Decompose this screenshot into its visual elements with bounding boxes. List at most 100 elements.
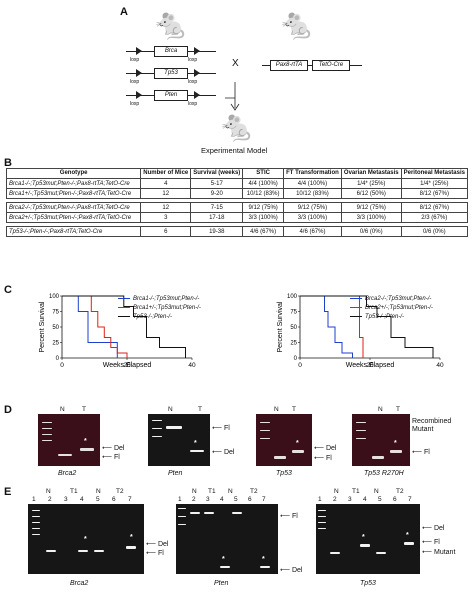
gel-title: Brca2 bbox=[70, 580, 89, 587]
panel-e-label: E bbox=[4, 486, 12, 498]
group-label: T1 bbox=[352, 488, 360, 495]
panel-d-label: D bbox=[4, 404, 12, 416]
gel-pten: * bbox=[148, 414, 210, 466]
gel-band bbox=[58, 454, 72, 456]
gel-band bbox=[274, 456, 286, 459]
ladder-band bbox=[152, 428, 162, 429]
group-label: N bbox=[192, 488, 197, 495]
gel-band bbox=[260, 566, 270, 568]
cell: 4/6 (67%) bbox=[282, 226, 342, 237]
cell: 3/3 (100%) bbox=[282, 212, 342, 223]
y-tick-label: 25 bbox=[290, 341, 297, 347]
gel-title: Brca2 bbox=[58, 470, 77, 477]
gel-band bbox=[372, 456, 384, 459]
gel-band bbox=[232, 512, 242, 514]
lane-label: N bbox=[60, 406, 65, 413]
cell: 1/4* (25%) bbox=[340, 178, 402, 189]
series-line-3 bbox=[300, 295, 434, 358]
loxp-label: loxp bbox=[130, 57, 140, 63]
cell: 4/4 (100%) bbox=[282, 178, 342, 189]
cell: 8/12 (67%) bbox=[400, 188, 469, 199]
cell-genotype: Tp53-/-;Pten-/-;Pax8-rtTA;TetO-Cre bbox=[5, 226, 142, 237]
series-line-1 bbox=[300, 295, 353, 358]
ladder-band bbox=[318, 522, 326, 523]
arrow-fl: ⟵ Fl bbox=[422, 539, 440, 546]
arrow-del: ⟵ Del bbox=[314, 445, 337, 452]
lane-number: 2 bbox=[48, 496, 52, 503]
lane-label: T bbox=[198, 406, 202, 413]
star-marker: * bbox=[84, 536, 87, 543]
arrow-label: Fl bbox=[113, 454, 120, 461]
cell: 1/4* (25%) bbox=[400, 178, 469, 189]
arrow-fl: ⟵ Fl bbox=[412, 449, 430, 456]
arrow-label: Recombined Mutant bbox=[412, 418, 452, 433]
ladder-band bbox=[178, 524, 186, 525]
legend-item: Tp53-/-;Pten-/- bbox=[118, 314, 238, 323]
group-label: N bbox=[334, 488, 339, 495]
ladder-band bbox=[260, 430, 270, 431]
legend-item: Brca1+/-;Tp53mut;Pten-/- bbox=[118, 305, 238, 314]
arrow-recombined-mutant: Recombined Mutant bbox=[412, 418, 472, 434]
gel-band bbox=[190, 512, 200, 514]
gel-brca2: * bbox=[38, 414, 100, 466]
legend-item: Brca2-/-;Tp53mut;Pten-/- bbox=[350, 296, 470, 305]
x-tick-label: 0 bbox=[60, 362, 64, 369]
ladder-band bbox=[178, 508, 186, 509]
cell: 3 bbox=[140, 212, 192, 223]
cell: 3/3 (100%) bbox=[340, 212, 402, 223]
survival-chart-left: 100 75 50 25 00 20 40 Weeks Elapsed Percent Surv… bbox=[39, 294, 196, 369]
x-tick-label: 40 bbox=[436, 362, 444, 369]
star-marker: * bbox=[406, 532, 409, 539]
arrow-del: ⟵ Del bbox=[102, 445, 125, 452]
x-axis-label: Weeks Elapsed bbox=[346, 362, 395, 369]
group-label: N bbox=[46, 488, 51, 495]
lane-number: 3 bbox=[206, 496, 210, 503]
series-line-3 bbox=[62, 295, 186, 358]
arrow-fl: ⟵ Fl bbox=[280, 513, 298, 520]
gel-band bbox=[166, 426, 182, 429]
cell: 19-38 bbox=[190, 226, 244, 237]
x-axis-label: Weeks Elapsed bbox=[103, 362, 152, 369]
table-row: Brca1-/-;Tp53mut;Pten-/-;Pax8-rtTA;TetO-… bbox=[5, 178, 469, 189]
ladder-band bbox=[32, 528, 40, 529]
gel-title: Tp53 bbox=[276, 470, 292, 477]
gel-title: Pten bbox=[214, 580, 229, 587]
y-axis-label: Percent Survival bbox=[277, 301, 284, 352]
legend-right: Brca2-/-;Tp53mut;Pten-/- Brca2+/-;Tp53mu… bbox=[350, 296, 470, 323]
ladder-band bbox=[356, 438, 366, 439]
arrow-label: Fl bbox=[325, 455, 332, 462]
lane-number: 2 bbox=[192, 496, 196, 503]
arrow-del: ⟵ Del bbox=[212, 449, 235, 456]
cell-genotype: Brca1+/-;Tp53mut;Pten-/-;Pax8-rtTA;TetO-… bbox=[5, 188, 142, 199]
x-tick-label: 20 bbox=[123, 362, 131, 369]
cell: 9-20 bbox=[190, 188, 244, 199]
group-label: T1 bbox=[70, 488, 78, 495]
star-marker: * bbox=[262, 556, 265, 563]
cell: 6 bbox=[140, 226, 192, 237]
gel-band bbox=[80, 448, 94, 451]
table-row: Brca1+/-;Tp53mut;Pten-/-;Pax8-rtTA;TetO-… bbox=[5, 188, 469, 199]
mouse-model-icon: 🐁 bbox=[218, 110, 256, 143]
lane-label: N bbox=[168, 406, 173, 413]
lane-label: T bbox=[396, 406, 400, 413]
cell: 0/6 (0%) bbox=[400, 226, 469, 237]
group-label: N bbox=[96, 488, 101, 495]
ladder-band bbox=[42, 422, 52, 423]
legend-swatch-blue bbox=[350, 297, 362, 299]
x-tick-label: 0 bbox=[298, 362, 302, 369]
group-label: T2 bbox=[396, 488, 404, 495]
construct-pax8: Pax8-rtTA TetO-Cre bbox=[262, 60, 362, 71]
header-stic: STIC bbox=[242, 168, 284, 179]
arrow-label: Del bbox=[157, 541, 169, 548]
y-tick-label: 100 bbox=[49, 294, 60, 300]
group-label: T2 bbox=[116, 488, 124, 495]
cell: 17-18 bbox=[190, 212, 244, 223]
legend-label: Brca1+/-;Tp53mut;Pten-/- bbox=[133, 305, 201, 311]
cell-genotype: Brca1-/-;Tp53mut;Pten-/-;Pax8-rtTA;TetO-… bbox=[5, 178, 142, 189]
ladder-band bbox=[356, 430, 366, 431]
arrow-label: Del bbox=[291, 567, 303, 574]
star-marker: * bbox=[362, 534, 365, 541]
star-marker: * bbox=[130, 534, 133, 541]
gel-title: Pten bbox=[168, 470, 183, 477]
ladder-band bbox=[318, 510, 326, 511]
